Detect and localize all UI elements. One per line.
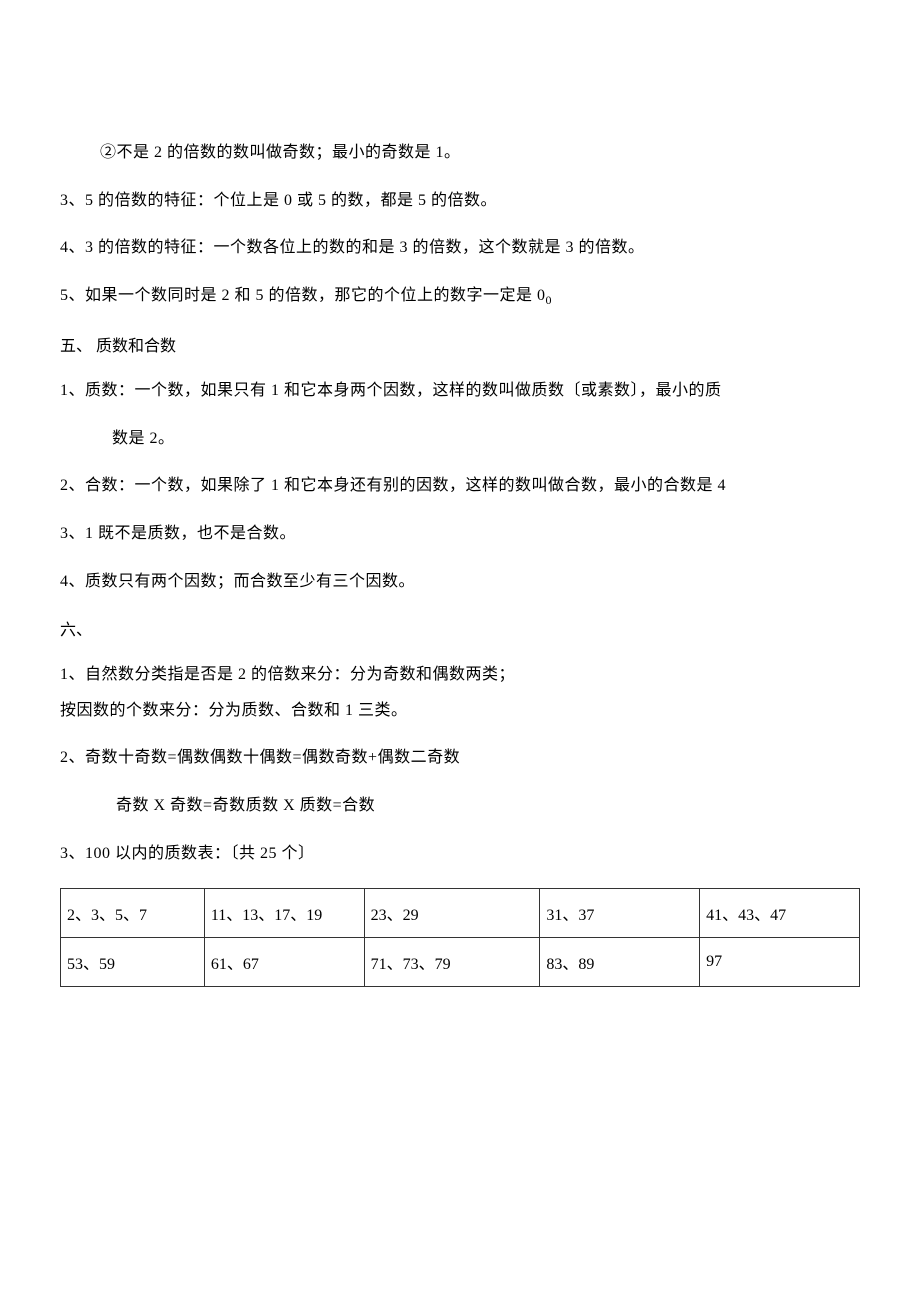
- table-cell: 61、67: [204, 938, 364, 987]
- text-line: 1、自然数分类指是否是 2 的倍数来分：分为奇数和偶数两类；: [60, 662, 860, 688]
- subscript: 0: [546, 293, 553, 307]
- table-cell: 97: [700, 938, 860, 987]
- prime-numbers-table: 2、3、5、7 11、13、17、19 23、29 31、37 41、43、47…: [60, 888, 860, 987]
- text-line: 2、奇数十奇数=偶数偶数十偶数=偶数奇数+偶数二奇数: [60, 745, 860, 771]
- table-row: 53、59 61、67 71、73、79 83、89 97: [61, 938, 860, 987]
- table-cell: 2、3、5、7: [61, 889, 205, 938]
- text-part: 5、如果一个数同时是 2 和 5 的倍数，那它的个位上的数字一定是 0: [60, 287, 546, 304]
- text-line-continuation: 按因数的个数来分：分为质数、合数和 1 三类。: [60, 698, 860, 724]
- text-line: ②不是 2 的倍数的数叫做奇数；最小的奇数是 1。: [60, 140, 860, 166]
- table-cell: 23、29: [364, 889, 540, 938]
- table-cell: 71、73、79: [364, 938, 540, 987]
- table-cell: 53、59: [61, 938, 205, 987]
- section-header: 六、: [60, 616, 860, 640]
- text-line: 4、质数只有两个因数；而合数至少有三个因数。: [60, 569, 860, 595]
- text-line: 4、3 的倍数的特征：一个数各位上的数的和是 3 的倍数，这个数就是 3 的倍数…: [60, 235, 860, 261]
- text-line: 3、1 既不是质数，也不是合数。: [60, 521, 860, 547]
- text-line-continuation: 奇数 X 奇数=奇数质数 X 质数=合数: [60, 793, 860, 819]
- text-line-continuation: 数是 2。: [60, 426, 860, 452]
- text-line: 3、100 以内的质数表：〔共 25 个〕: [60, 841, 860, 867]
- table-cell: 83、89: [540, 938, 700, 987]
- text-line: 3、5 的倍数的特征：个位上是 0 或 5 的数，都是 5 的倍数。: [60, 188, 860, 214]
- table-cell: 41、43、47: [700, 889, 860, 938]
- table-cell: 11、13、17、19: [204, 889, 364, 938]
- table-row: 2、3、5、7 11、13、17、19 23、29 31、37 41、43、47: [61, 889, 860, 938]
- section-header: 五、 质数和合数: [60, 332, 860, 356]
- table-cell: 31、37: [540, 889, 700, 938]
- text-line: 2、合数：一个数，如果除了 1 和它本身还有别的因数，这样的数叫做合数，最小的合…: [60, 473, 860, 499]
- text-line: 1、质数：一个数，如果只有 1 和它本身两个因数，这样的数叫做质数〔或素数〕，最…: [60, 378, 860, 404]
- text-line: 5、如果一个数同时是 2 和 5 的倍数，那它的个位上的数字一定是 00: [60, 283, 860, 310]
